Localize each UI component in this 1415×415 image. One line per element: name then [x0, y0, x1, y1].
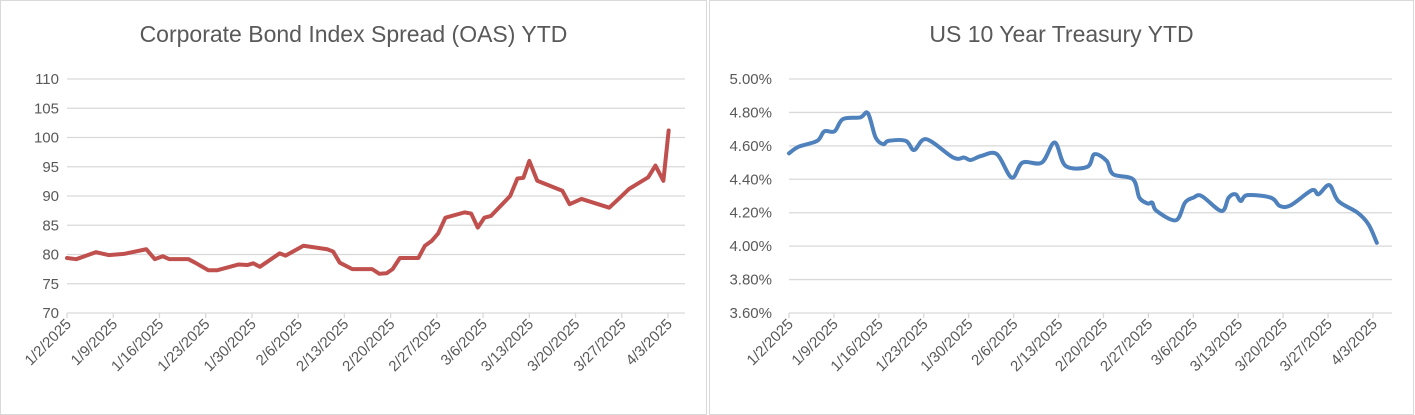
oas-plot-area: 7075808590951001051101/2/20251/9/20251/1…: [22, 71, 685, 375]
chart-title: Corporate Bond Index Spread (OAS) YTD: [139, 21, 568, 47]
x-tick-label: 4/3/2025: [623, 316, 676, 369]
treasury-plot-area: 3.60% 3.80% 4.00% 4.20% 4.40% 4.60% 4.80% 5.00%…: [729, 71, 1392, 375]
y-tick-label: 4.20%: [729, 205, 772, 222]
y-tick-label: 3.60%: [729, 305, 772, 322]
treasury-10y-chart: US 10 Year Treasury YTD 3.60% 3.80% 4.00% 4…: [709, 0, 1414, 415]
y-tick-label: 80: [42, 247, 59, 264]
x-tick-label: 1/2/2025: [744, 316, 797, 369]
y-tick-label: 4.80%: [729, 104, 772, 121]
y-tick-label: 90: [42, 188, 59, 205]
y-tick-label: 85: [42, 217, 59, 234]
y-tick-label: 95: [42, 159, 59, 176]
y-tick-label: 4.00%: [729, 238, 772, 255]
y-tick-label: 3.80%: [729, 272, 772, 289]
x-tick-label: 4/3/2025: [1328, 316, 1381, 369]
series-line: [787, 110, 1379, 245]
y-tick-label: 105: [34, 100, 59, 117]
y-tick-label: 4.40%: [729, 171, 772, 188]
x-tick-label: 1/2/2025: [22, 316, 75, 369]
y-tick-label: 75: [42, 276, 59, 293]
y-tick-label: 70: [42, 305, 59, 322]
y-tick-label: 100: [34, 130, 59, 147]
y-tick-label: 5.00%: [729, 71, 772, 88]
chart-title: US 10 Year Treasury YTD: [929, 21, 1194, 47]
y-tick-label: 4.60%: [729, 138, 772, 155]
y-tick-label: 110: [35, 71, 59, 88]
oas-spread-chart: Corporate Bond Index Spread (OAS) YTD 70…: [0, 0, 707, 415]
series-line: [65, 128, 671, 276]
